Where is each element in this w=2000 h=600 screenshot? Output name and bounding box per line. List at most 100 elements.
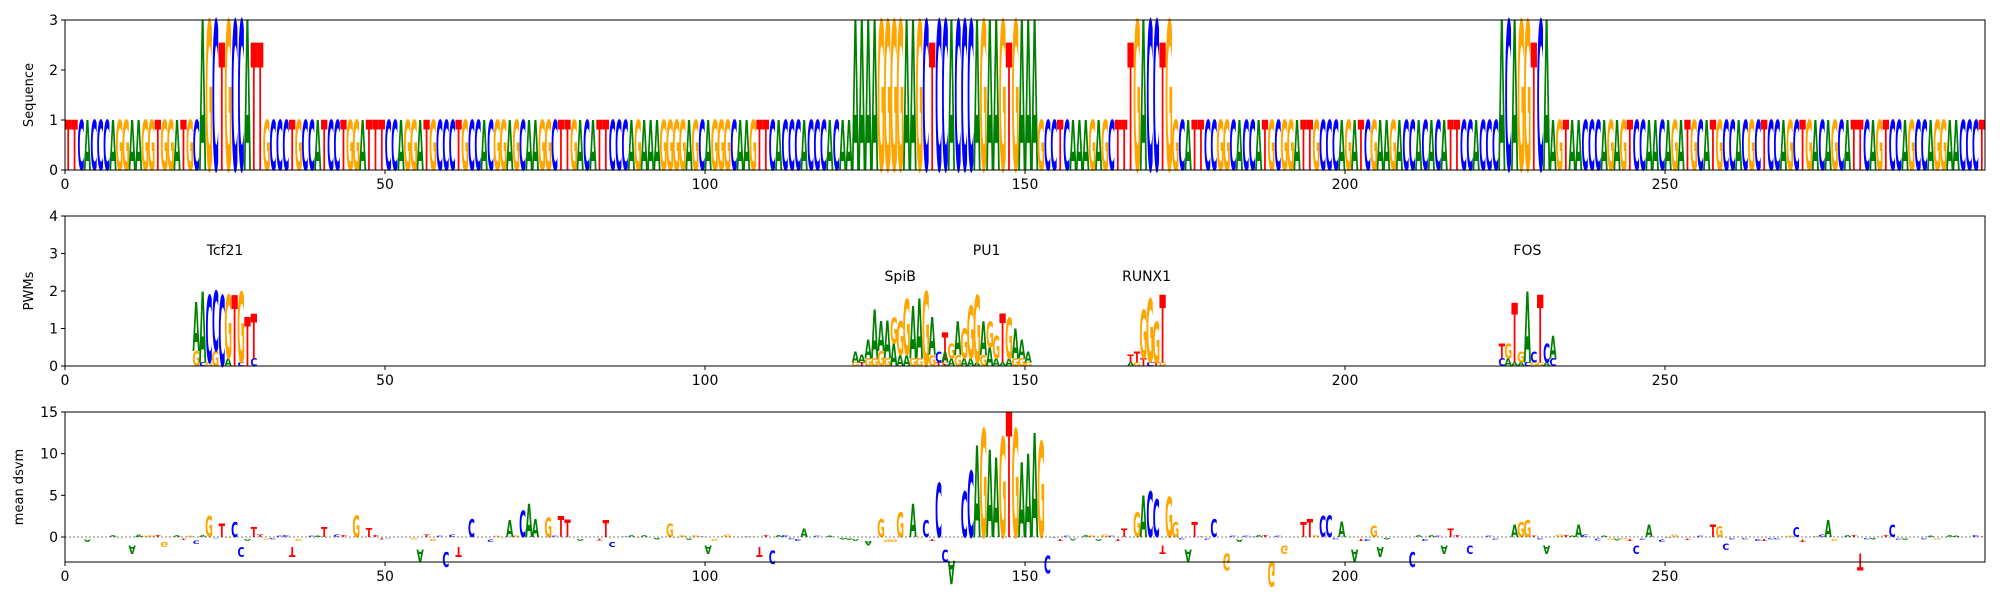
sequence-letter: G: [1216, 107, 1224, 187]
pwm-letter: T: [1153, 361, 1160, 367]
dsvm-letter: A: [948, 552, 956, 590]
sequence-letter: C: [1588, 107, 1595, 187]
sequence-letter: T: [1127, 9, 1133, 212]
pwm-letter: G: [852, 361, 860, 367]
sequence-letter: G: [263, 107, 271, 187]
dsvm-letter: G: [717, 536, 725, 537]
y-tick-label: 1: [49, 113, 58, 129]
sequence-letter: G: [980, 0, 988, 219]
dsvm-letter: G: [500, 537, 508, 538]
sequence-letter: G: [749, 107, 757, 187]
sequence-letter: G: [1690, 107, 1698, 187]
dsvm-letter: A: [1869, 538, 1877, 539]
dsvm-letter: G: [890, 538, 898, 542]
pwm-letter: A: [967, 358, 975, 369]
dsvm-letter: G: [1370, 524, 1378, 542]
dsvm-letter: A: [129, 542, 137, 555]
dsvm-letter: C: [1364, 538, 1371, 541]
sequence-letter: G: [660, 107, 668, 187]
sequence-letter: A: [1441, 107, 1448, 187]
sequence-letter: A: [986, 0, 993, 219]
dsvm-letter: T: [1883, 535, 1890, 538]
sequence-letter: T: [1358, 107, 1365, 187]
sequence-letter: C: [193, 107, 200, 187]
dsvm-letter: A: [1428, 535, 1436, 538]
sequence-letter: C: [967, 0, 974, 219]
motif-label: FOS: [1513, 243, 1541, 259]
y-tick-label: 4: [49, 209, 58, 225]
sequence-letter: G: [141, 107, 149, 187]
sequence-letter: A: [948, 0, 955, 219]
dsvm-ticks: 0 50 100 150 200 250 0 5 10 15: [40, 405, 1678, 585]
sequence-letter: C: [807, 107, 814, 187]
dsvm-letter: C: [1774, 538, 1781, 540]
sequence-letter: A: [1396, 107, 1403, 187]
sequence-letter: C: [442, 107, 449, 187]
dsvm-letter: A: [135, 534, 143, 538]
dsvm-letter: C: [1863, 538, 1870, 540]
sequence-letter: C: [308, 107, 315, 187]
dsvm-letter: T: [1531, 535, 1538, 537]
sequence-letter: G: [512, 107, 520, 187]
dsvm-letter: C: [1818, 534, 1825, 538]
sequence-letter: C: [1767, 107, 1774, 187]
sequence-letter: C: [1402, 107, 1409, 187]
pwm-letter: G: [864, 358, 872, 369]
dsvm-letter: C: [449, 534, 456, 538]
sequence-letter: G: [1671, 107, 1679, 187]
dsvm-letter: C: [935, 470, 942, 556]
sequence-letter: A: [1953, 107, 1960, 187]
dsvm-letter: C: [961, 478, 968, 552]
sequence-letter: A: [1255, 107, 1262, 187]
pwm-letter: A: [948, 358, 956, 369]
sequence-letter: C: [922, 0, 929, 219]
dsvm-letter: A: [641, 535, 649, 538]
sequence-letter: A: [397, 107, 404, 187]
sequence-letter: A: [129, 107, 136, 187]
sequence-letter: C: [833, 107, 840, 187]
dsvm-letter: A: [1569, 536, 1577, 538]
sequence-letter: A: [1095, 107, 1102, 187]
dsvm-letter: C: [609, 540, 616, 548]
sequence-letter: A: [775, 107, 782, 187]
dsvm-letter: A: [986, 427, 993, 567]
pwm-letter: G: [890, 312, 898, 353]
sequence-letter: C: [1204, 107, 1211, 187]
dsvm-letter: T: [321, 524, 327, 540]
sequence-ylabel: Sequence: [22, 63, 37, 127]
sequence-letter: C: [231, 0, 238, 219]
dsvm-letter: C: [1249, 536, 1256, 537]
sequence-letter: A: [1511, 0, 1518, 219]
dsvm-letter: T: [1300, 518, 1306, 542]
dsvm-letter: A: [1236, 538, 1244, 542]
sequence-letter: C: [1466, 107, 1473, 187]
sequence-letter: T: [65, 107, 72, 187]
sequence-letter: T: [1684, 107, 1691, 187]
dsvm-letter: G: [1876, 536, 1884, 537]
sequence-letter: C: [487, 107, 494, 187]
x-tick-label: 0: [61, 177, 70, 193]
pwm-letter: G: [954, 353, 962, 371]
sequence-letter: A: [199, 0, 206, 219]
sequence-letter: C: [1838, 107, 1845, 187]
pwm-letter: C: [1146, 361, 1153, 367]
pwm-letter: G: [1012, 358, 1020, 369]
sequence-letter: C: [1230, 107, 1237, 187]
sequence-letter: A: [314, 107, 321, 187]
sequence-letter: A: [506, 107, 513, 187]
dsvm-letter: A: [1575, 522, 1582, 542]
dsvm-letter: G: [544, 513, 552, 544]
sequence-letter: A: [845, 107, 852, 187]
x-tick-label: 50: [376, 569, 394, 585]
dsvm-letter: A: [705, 542, 713, 555]
x-tick-label: 200: [1332, 569, 1359, 585]
dsvm-letter: G: [141, 536, 149, 538]
pwm-letter: G: [896, 312, 904, 366]
dsvm-letter: A: [845, 538, 853, 540]
sequence-letter: C: [551, 107, 558, 187]
dsvm-letter: A: [244, 538, 252, 541]
